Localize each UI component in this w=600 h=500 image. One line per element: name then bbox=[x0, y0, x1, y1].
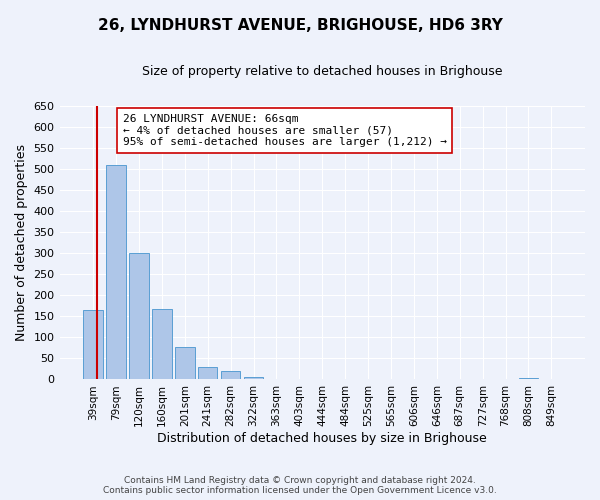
Bar bbox=[244, 378, 263, 380]
Text: 26 LYNDHURST AVENUE: 66sqm
← 4% of detached houses are smaller (57)
95% of semi-: 26 LYNDHURST AVENUE: 66sqm ← 4% of detac… bbox=[122, 114, 446, 147]
Bar bbox=[175, 346, 194, 380]
Y-axis label: Number of detached properties: Number of detached properties bbox=[15, 144, 28, 341]
Bar bbox=[129, 253, 149, 380]
Title: Size of property relative to detached houses in Brighouse: Size of property relative to detached ho… bbox=[142, 65, 503, 78]
Bar bbox=[152, 308, 172, 380]
Bar bbox=[519, 378, 538, 380]
Text: Contains HM Land Registry data © Crown copyright and database right 2024.
Contai: Contains HM Land Registry data © Crown c… bbox=[103, 476, 497, 495]
Bar bbox=[106, 164, 126, 380]
Bar bbox=[198, 367, 217, 380]
Bar bbox=[83, 310, 103, 380]
Bar bbox=[221, 372, 241, 380]
X-axis label: Distribution of detached houses by size in Brighouse: Distribution of detached houses by size … bbox=[157, 432, 487, 445]
Text: 26, LYNDHURST AVENUE, BRIGHOUSE, HD6 3RY: 26, LYNDHURST AVENUE, BRIGHOUSE, HD6 3RY bbox=[98, 18, 502, 32]
